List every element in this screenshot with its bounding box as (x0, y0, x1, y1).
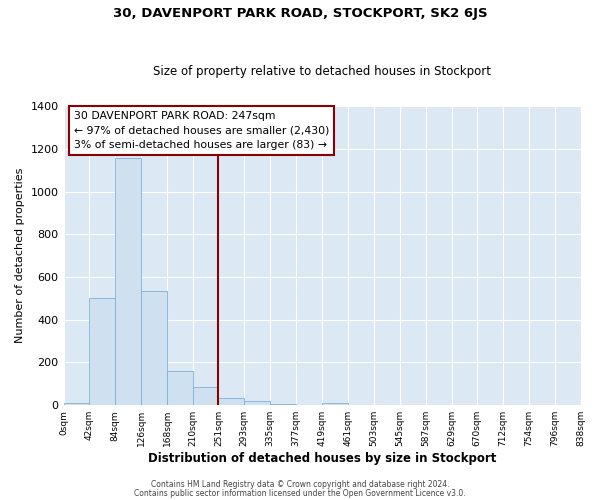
Text: Contains public sector information licensed under the Open Government Licence v3: Contains public sector information licen… (134, 488, 466, 498)
Bar (167, 371, 193, 405)
Bar (218, 398, 244, 405)
Bar (115, 158, 141, 405)
Text: Contains HM Land Registry data © Crown copyright and database right 2024.: Contains HM Land Registry data © Crown c… (151, 480, 449, 489)
Bar (322, 403, 348, 405)
Bar (141, 291, 167, 405)
Text: 30 DAVENPORT PARK ROAD: 247sqm
← 97% of detached houses are smaller (2,430)
3% o: 30 DAVENPORT PARK ROAD: 247sqm ← 97% of … (74, 110, 329, 150)
Bar (64, 403, 89, 405)
Bar (244, 401, 270, 405)
Bar (89, 298, 115, 405)
X-axis label: Distribution of detached houses by size in Stockport: Distribution of detached houses by size … (148, 452, 496, 465)
Text: 30, DAVENPORT PARK ROAD, STOCKPORT, SK2 6JS: 30, DAVENPORT PARK ROAD, STOCKPORT, SK2 … (113, 8, 487, 20)
Bar (270, 404, 296, 405)
Y-axis label: Number of detached properties: Number of detached properties (15, 168, 25, 344)
Bar (193, 387, 218, 405)
Title: Size of property relative to detached houses in Stockport: Size of property relative to detached ho… (153, 66, 491, 78)
